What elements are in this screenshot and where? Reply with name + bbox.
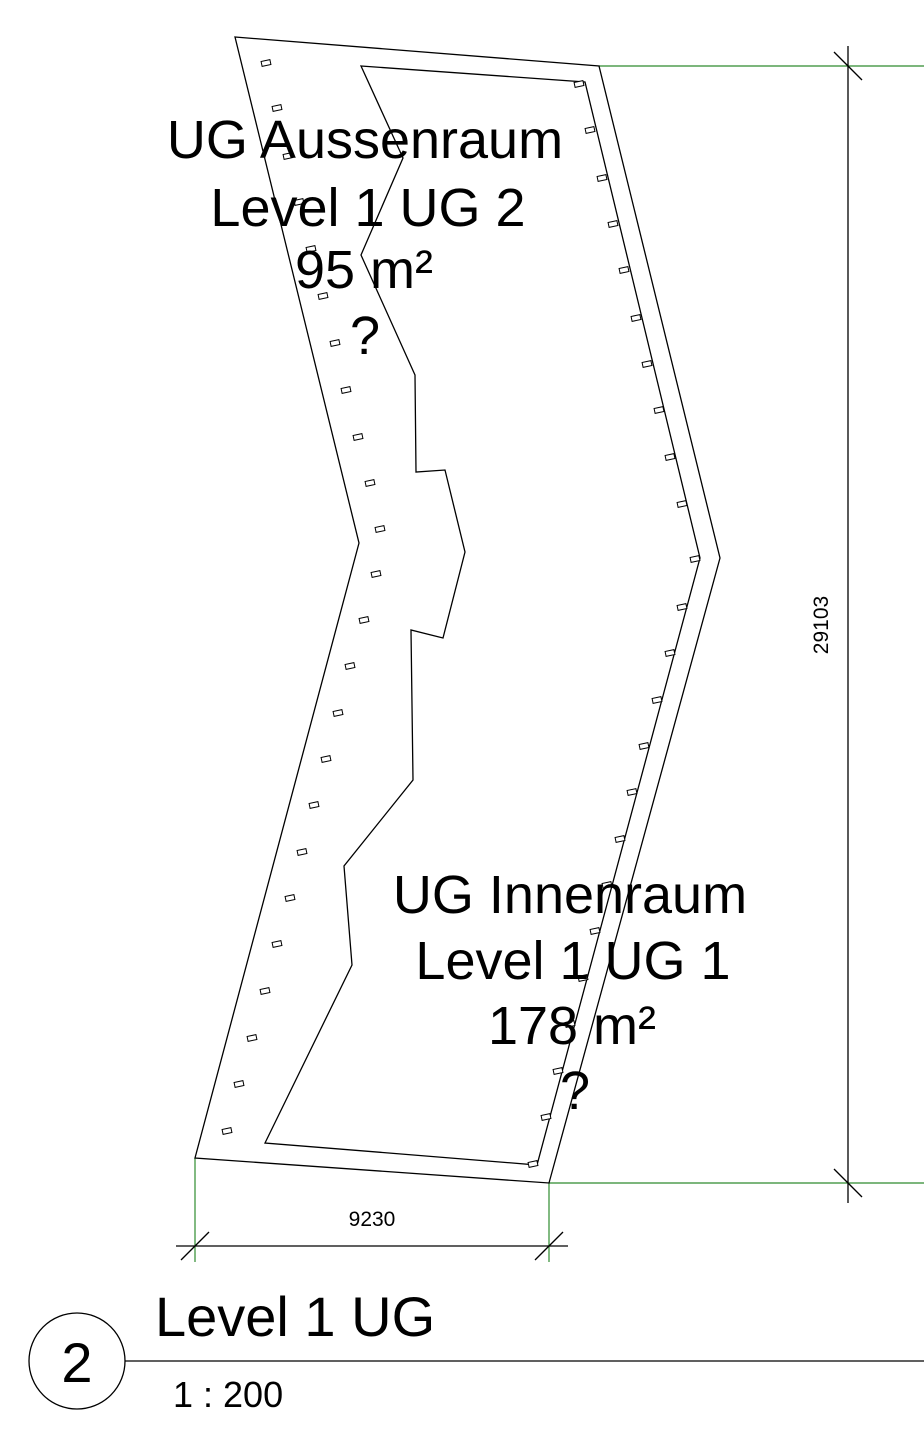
- post-marker: [317, 292, 329, 300]
- horizontal-dimension: 9230: [176, 1208, 568, 1261]
- room-level: Level 1 UG 2: [210, 178, 525, 238]
- post-marker: [630, 314, 642, 322]
- room-tag-aussenraum: UG Aussenraum Level 1 UG 2 95 m² ?: [167, 110, 563, 366]
- post-marker: [233, 1080, 245, 1088]
- room-tag-innenraum: UG Innenraum Level 1 UG 1 178 m² ?: [393, 865, 747, 1121]
- post-marker: [320, 755, 332, 763]
- room-number: ?: [350, 306, 380, 366]
- reference-lines: [194, 65, 924, 1262]
- view-title-block: 2 Level 1 UG 1 : 200: [28, 1285, 924, 1415]
- view-scale: 1 : 200: [173, 1374, 283, 1415]
- post-marker: [305, 245, 317, 253]
- post-marker: [577, 974, 589, 982]
- post-marker: [540, 1113, 552, 1121]
- post-marker: [308, 801, 320, 809]
- post-marker: [601, 881, 613, 889]
- post-marker: [358, 616, 370, 624]
- post-marker: [352, 433, 364, 441]
- room-area: 178 m²: [488, 996, 656, 1056]
- post-marker: [651, 696, 663, 704]
- post-marker: [589, 927, 601, 935]
- post-marker: [664, 453, 676, 461]
- post-marker: [329, 339, 341, 347]
- post-marker: [664, 649, 676, 657]
- post-marker: [607, 220, 619, 228]
- post-marker: [221, 1127, 233, 1135]
- inner-room-outline: [263, 65, 701, 1166]
- post-marker: [282, 152, 294, 160]
- post-marker: [626, 788, 638, 796]
- post-marker: [527, 1160, 539, 1168]
- post-marker: [676, 500, 688, 508]
- room-level: Level 1 UG 1: [415, 931, 730, 991]
- post-marker: [271, 940, 283, 948]
- post-marker: [614, 835, 626, 843]
- view-number: 2: [61, 1331, 92, 1394]
- post-marker: [618, 266, 630, 274]
- view-title: Level 1 UG: [155, 1285, 435, 1348]
- post-marker: [246, 1034, 258, 1042]
- post-marker: [370, 570, 382, 578]
- room-number: ?: [560, 1061, 590, 1121]
- post-marker: [573, 80, 585, 88]
- post-marker: [296, 848, 308, 856]
- post-marker: [340, 386, 352, 394]
- post-marker: [584, 126, 596, 134]
- post-marker: [653, 406, 665, 414]
- vertical-dimension: 29103: [810, 46, 863, 1203]
- post-marker: [564, 1020, 576, 1028]
- room-name: UG Aussenraum: [167, 110, 563, 170]
- post-marker: [676, 603, 688, 611]
- post-marker: [271, 104, 283, 112]
- post-marker: [641, 360, 653, 368]
- room-name: UG Innenraum: [393, 865, 747, 925]
- dimension-height-label: 29103: [810, 596, 833, 654]
- post-marker: [293, 198, 305, 206]
- post-marker: [332, 709, 344, 717]
- post-marker: [344, 662, 356, 670]
- post-marker: [374, 525, 386, 533]
- post-marker: [364, 479, 376, 487]
- post-marker: [638, 742, 650, 750]
- post-markers: [221, 59, 701, 1168]
- post-marker: [284, 894, 296, 902]
- post-marker: [260, 59, 272, 67]
- post-marker: [259, 987, 271, 995]
- post-marker: [596, 174, 608, 182]
- dimension-width-label: 9230: [349, 1208, 396, 1231]
- outer-wall-outline: [194, 36, 721, 1184]
- post-marker: [689, 555, 701, 563]
- room-area: 95 m²: [295, 240, 433, 300]
- post-marker: [552, 1067, 564, 1075]
